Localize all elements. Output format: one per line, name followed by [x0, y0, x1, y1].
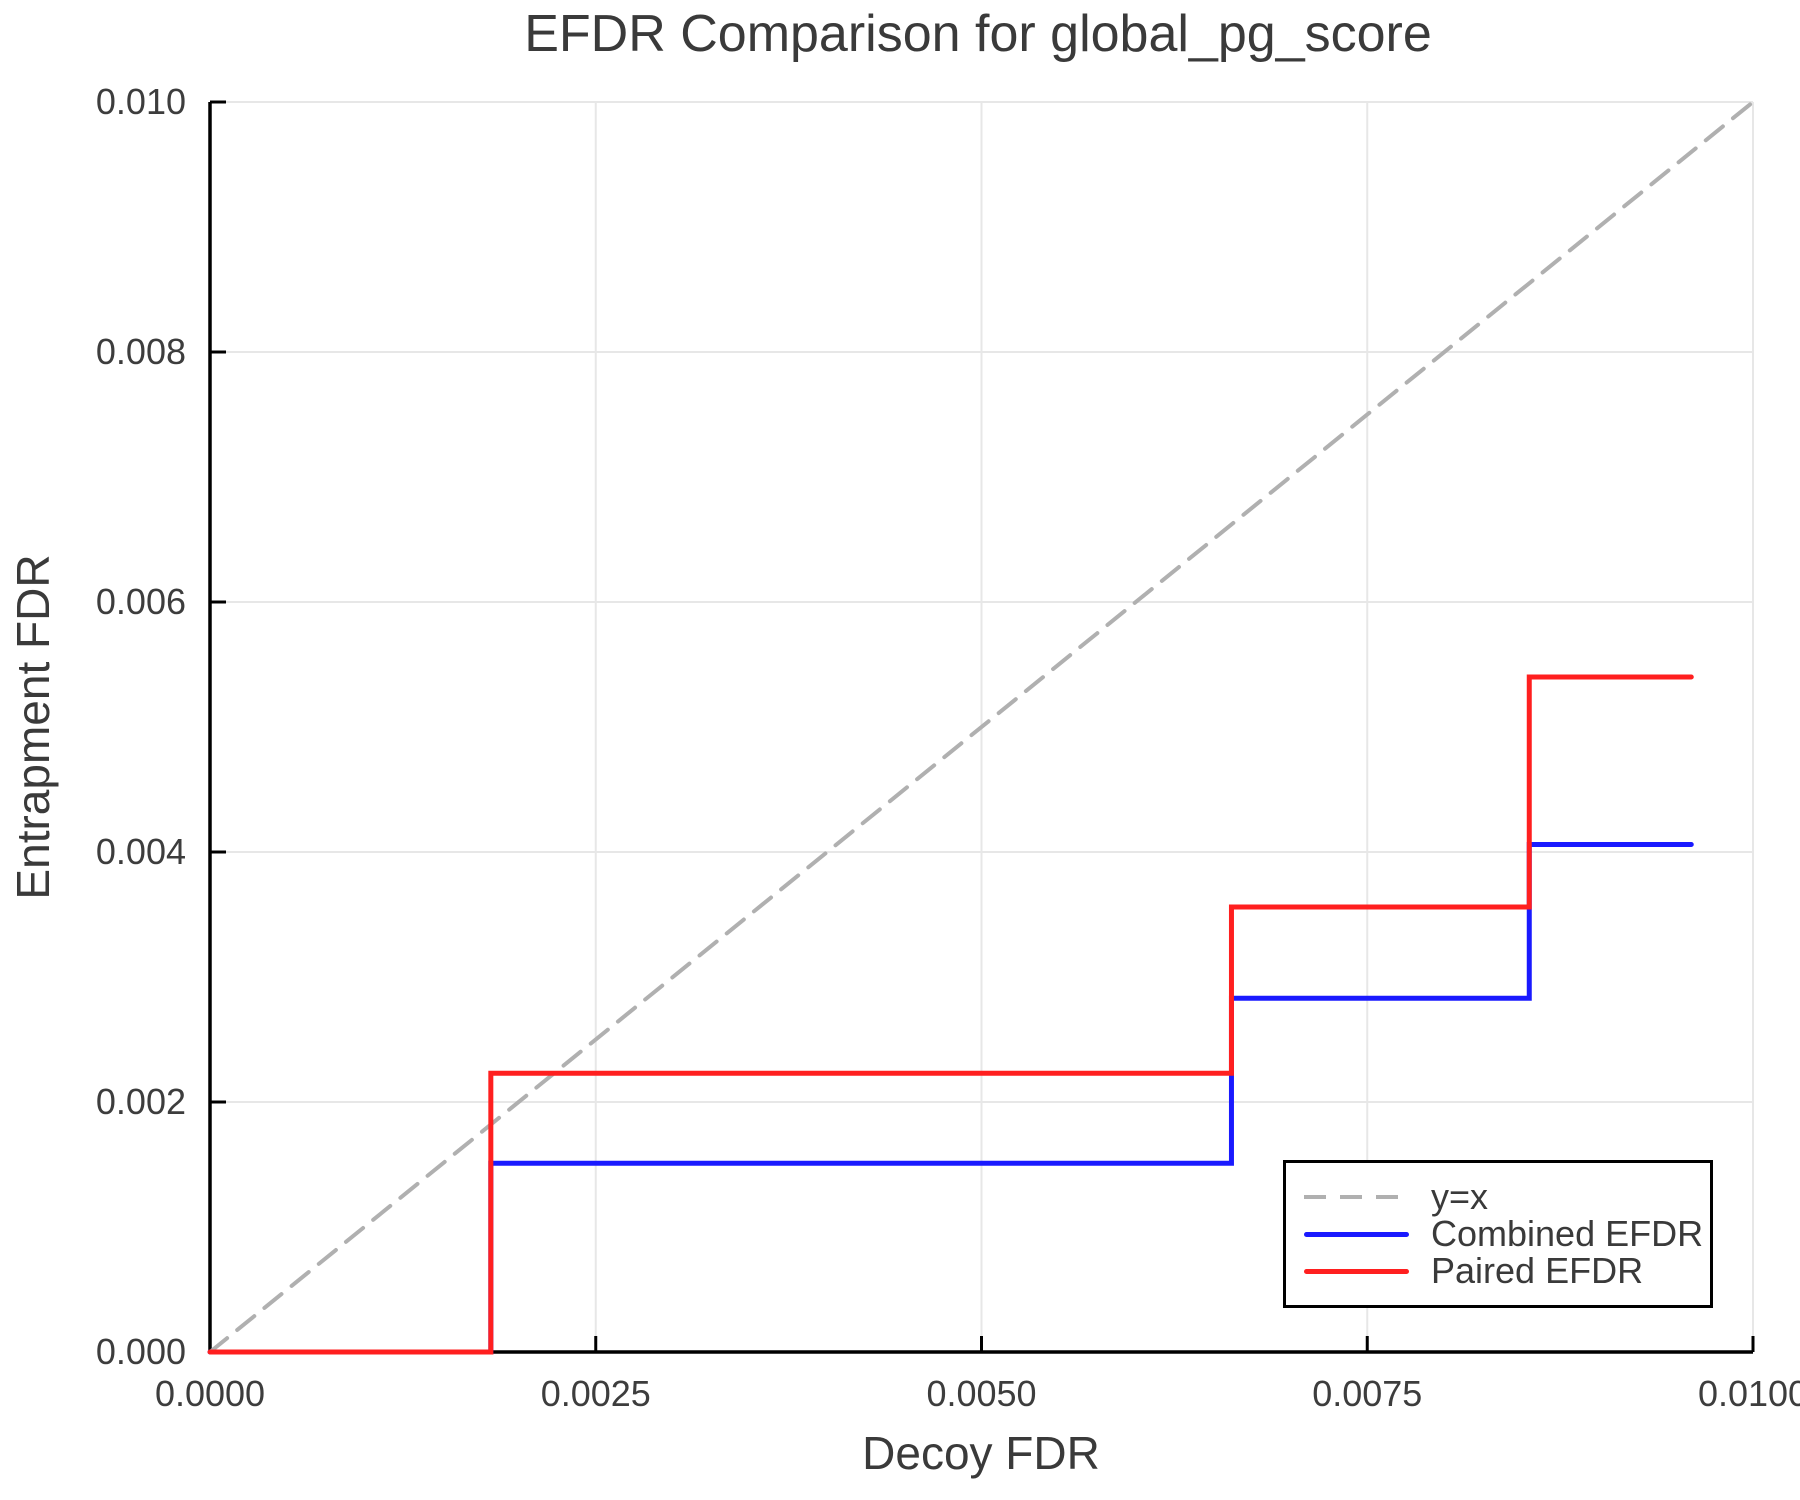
y-tick-label: 0.000 [95, 1331, 186, 1372]
x-tick-label: 0.0075 [1312, 1373, 1423, 1414]
paired-efdr-line-sample [1304, 1268, 1409, 1274]
x-tick-label: 0.0025 [540, 1373, 651, 1414]
legend-item-identity: y=x [1304, 1179, 1692, 1216]
x-axis-label: Decoy FDR [862, 1427, 1100, 1479]
x-tick-label: 0.0000 [154, 1373, 266, 1414]
legend-item-combined-efdr: Combined EFDR [1304, 1216, 1703, 1253]
x-tick-label: 0.0100 [1697, 1373, 1800, 1414]
identity-line-sample [1304, 1195, 1409, 1199]
identity-line [208, 100, 1755, 1354]
y-tick-label: 0.002 [95, 1081, 186, 1122]
legend-label-paired-efdr: Paired EFDR [1431, 1250, 1644, 1291]
legend-label-combined-efdr: Combined EFDR [1431, 1213, 1704, 1254]
x-tick-label: 0.0050 [926, 1373, 1037, 1414]
y-tick-label: 0.006 [95, 581, 186, 622]
chart-title: EFDR Comparison for global_pg_score [524, 5, 1432, 63]
combined-efdr-line-sample [1304, 1231, 1409, 1237]
y-axis-label: Entrapment FDR [7, 554, 59, 900]
y-tick-label: 0.008 [95, 331, 186, 372]
legend: y=x Combined EFDR Paired EFDR [1283, 1160, 1713, 1308]
legend-item-paired-efdr: Paired EFDR [1304, 1253, 1692, 1290]
paired-efdr-line [207, 674, 1694, 1355]
y-tick-label: 0.004 [95, 831, 186, 872]
y-tick-label: 0.010 [95, 81, 186, 122]
legend-label-identity: y=x [1431, 1176, 1489, 1217]
